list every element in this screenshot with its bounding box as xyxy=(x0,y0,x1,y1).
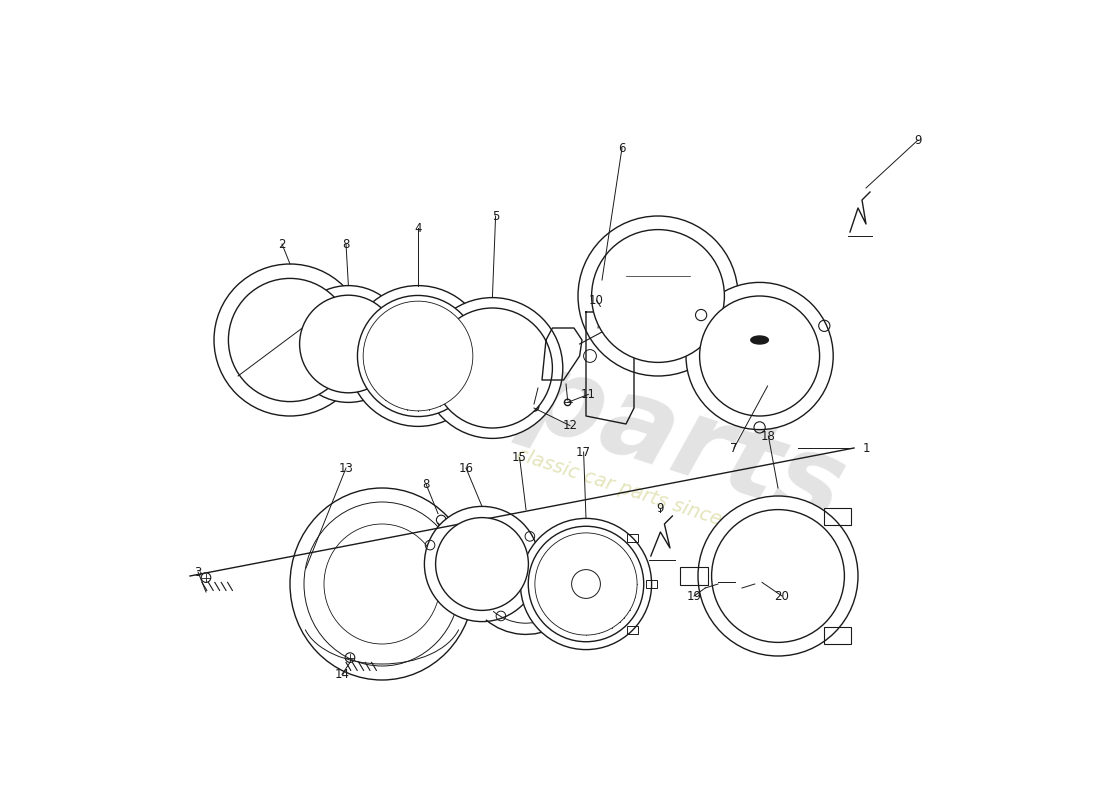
Text: 16: 16 xyxy=(459,462,473,474)
Circle shape xyxy=(578,216,738,376)
Text: 1: 1 xyxy=(862,442,870,454)
Circle shape xyxy=(348,286,488,426)
Circle shape xyxy=(535,533,637,635)
Circle shape xyxy=(520,518,651,650)
Text: 5: 5 xyxy=(492,210,499,222)
Circle shape xyxy=(229,278,352,402)
Text: classic car parts since 1985: classic car parts since 1985 xyxy=(515,445,778,547)
Ellipse shape xyxy=(751,336,769,344)
Text: 14: 14 xyxy=(334,668,350,681)
Circle shape xyxy=(712,510,845,642)
Circle shape xyxy=(698,496,858,656)
Text: europarts: europarts xyxy=(241,254,859,546)
Circle shape xyxy=(528,526,644,642)
Circle shape xyxy=(422,298,563,438)
Circle shape xyxy=(436,518,528,610)
Text: 3: 3 xyxy=(195,566,201,578)
Text: 7: 7 xyxy=(730,442,738,454)
Circle shape xyxy=(358,295,478,417)
Text: 13: 13 xyxy=(339,462,353,474)
Circle shape xyxy=(290,315,296,320)
Text: 6: 6 xyxy=(618,142,626,154)
Circle shape xyxy=(425,506,540,622)
Circle shape xyxy=(700,296,820,416)
Text: 2: 2 xyxy=(278,238,286,250)
Circle shape xyxy=(432,308,552,428)
Text: 12: 12 xyxy=(562,419,578,432)
Circle shape xyxy=(592,230,725,362)
Text: 20: 20 xyxy=(774,590,790,602)
Text: 15: 15 xyxy=(513,451,527,464)
Circle shape xyxy=(214,264,366,416)
Text: 17: 17 xyxy=(576,446,591,458)
Text: 9: 9 xyxy=(914,134,922,146)
Text: 19: 19 xyxy=(686,590,702,602)
Circle shape xyxy=(363,301,473,411)
Text: 8: 8 xyxy=(422,478,430,490)
Text: 10: 10 xyxy=(588,294,604,306)
Circle shape xyxy=(686,282,833,430)
Text: 18: 18 xyxy=(761,430,776,442)
Text: 11: 11 xyxy=(581,388,596,401)
Circle shape xyxy=(299,295,397,393)
Text: 9: 9 xyxy=(657,502,664,514)
Text: 8: 8 xyxy=(342,238,350,250)
Circle shape xyxy=(290,286,407,402)
Text: 4: 4 xyxy=(415,222,421,234)
